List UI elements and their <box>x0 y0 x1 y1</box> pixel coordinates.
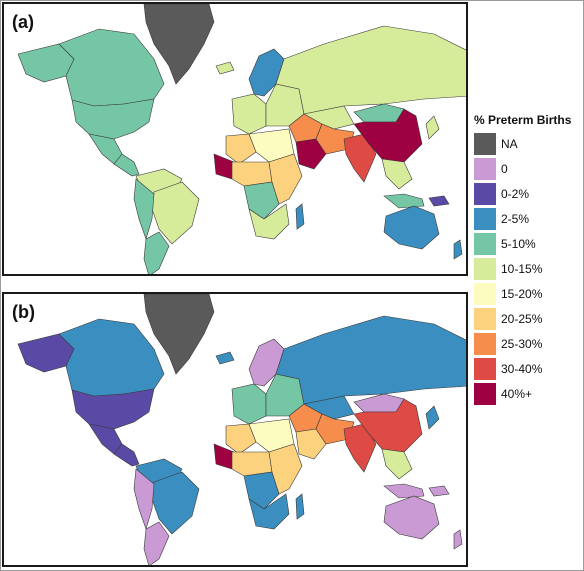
legend-item-2-5: 2-5% <box>474 208 584 230</box>
region-iceland <box>215 61 235 75</box>
legend-label: 40%+ <box>501 387 533 401</box>
region-se-asia <box>381 448 413 480</box>
legend-item-40-plus: 40%+ <box>474 383 584 405</box>
world-map-b <box>17 294 466 565</box>
region-australia <box>383 205 440 250</box>
legend-swatch <box>474 383 496 405</box>
region-new-zealand <box>453 529 463 550</box>
region-central-america <box>113 153 140 177</box>
region-japan <box>425 405 440 430</box>
legend-swatch <box>474 333 496 355</box>
region-south-america-south <box>143 521 170 565</box>
region-central-africa <box>243 471 280 510</box>
region-mexico <box>88 133 123 165</box>
region-russia <box>275 315 466 405</box>
region-usa <box>71 98 155 140</box>
region-russia <box>275 25 466 115</box>
region-australia <box>383 495 440 540</box>
legend-item-15-20: 15-20% <box>474 283 584 305</box>
region-greenland <box>143 294 215 375</box>
region-canada <box>58 28 165 107</box>
region-iceland <box>215 351 235 365</box>
legend-swatch <box>474 183 496 205</box>
region-indonesia <box>383 483 425 499</box>
region-europe-west <box>231 93 267 135</box>
region-papua <box>428 195 450 207</box>
legend-label: 20-25% <box>501 312 543 326</box>
legend-label: 10-15% <box>501 262 543 276</box>
region-southern-africa <box>248 493 290 530</box>
legend-item-25-30: 25-30% <box>474 333 584 355</box>
legend-swatch <box>474 283 496 305</box>
region-canada <box>58 318 165 397</box>
region-iran-pak <box>315 413 355 445</box>
region-mongolia <box>353 103 405 123</box>
region-east-africa <box>268 443 303 495</box>
region-japan <box>425 115 440 140</box>
region-east-africa <box>268 153 303 205</box>
world-map-a <box>17 4 466 274</box>
region-central-africa <box>243 181 280 220</box>
region-new-zealand <box>453 239 463 260</box>
map-panel-b: (b) <box>2 292 468 567</box>
region-south-america-south <box>143 231 170 274</box>
region-southern-africa <box>248 203 290 240</box>
legend-item-20-25: 20-25% <box>474 308 584 330</box>
region-north-africa-west <box>225 423 257 455</box>
legend-item-5-10: 5-10% <box>474 233 584 255</box>
legend-item-10-15: 10-15% <box>474 258 584 280</box>
map-panel-a: (a) <box>2 2 468 276</box>
legend-swatch <box>474 233 496 255</box>
region-central-america <box>113 443 140 467</box>
region-madagascar <box>295 493 305 520</box>
region-papua <box>428 485 450 497</box>
panel-label-b: (b) <box>12 302 35 322</box>
legend-item-0-2: 0-2% <box>474 183 584 205</box>
legend-label: 5-10% <box>501 237 536 251</box>
region-brazil <box>151 181 200 245</box>
region-usa <box>71 388 155 430</box>
region-brazil <box>151 471 200 535</box>
legend-label: 2-5% <box>501 212 530 226</box>
region-china <box>353 108 423 163</box>
region-mongolia <box>353 393 405 413</box>
legend-swatch <box>474 133 496 155</box>
legend-label: 25-30% <box>501 337 543 351</box>
legend-item-30-40: 30-40% <box>474 358 584 380</box>
region-arabia <box>295 428 327 460</box>
region-china <box>353 398 423 453</box>
legend-label: 15-20% <box>501 287 543 301</box>
region-arabia <box>295 138 327 170</box>
region-iran-pak <box>315 123 355 155</box>
legend-label: 0-2% <box>501 187 530 201</box>
legend-label: 0 <box>501 162 508 176</box>
legend-item-zero: 0 <box>474 158 584 180</box>
legend-swatch <box>474 258 496 280</box>
panel-label-a: (a) <box>12 12 34 32</box>
legend-swatch <box>474 308 496 330</box>
region-west-africa <box>231 161 273 187</box>
region-mexico <box>88 423 123 455</box>
region-indonesia <box>383 193 425 209</box>
legend-title: % Preterm Births <box>474 113 572 127</box>
region-central-asia <box>303 105 355 130</box>
region-north-africa-west <box>225 133 257 165</box>
legend-label: 30-40% <box>501 362 543 376</box>
region-west-africa <box>231 451 273 477</box>
legend-item-na: NA <box>474 133 584 155</box>
legend-swatch <box>474 358 496 380</box>
region-central-asia <box>303 395 355 420</box>
region-madagascar <box>295 203 305 230</box>
region-europe-west <box>231 383 267 425</box>
region-greenland <box>143 4 215 85</box>
legend-swatch <box>474 208 496 230</box>
legend-label: NA <box>501 137 518 151</box>
region-se-asia <box>381 158 413 190</box>
legend-swatch <box>474 158 496 180</box>
